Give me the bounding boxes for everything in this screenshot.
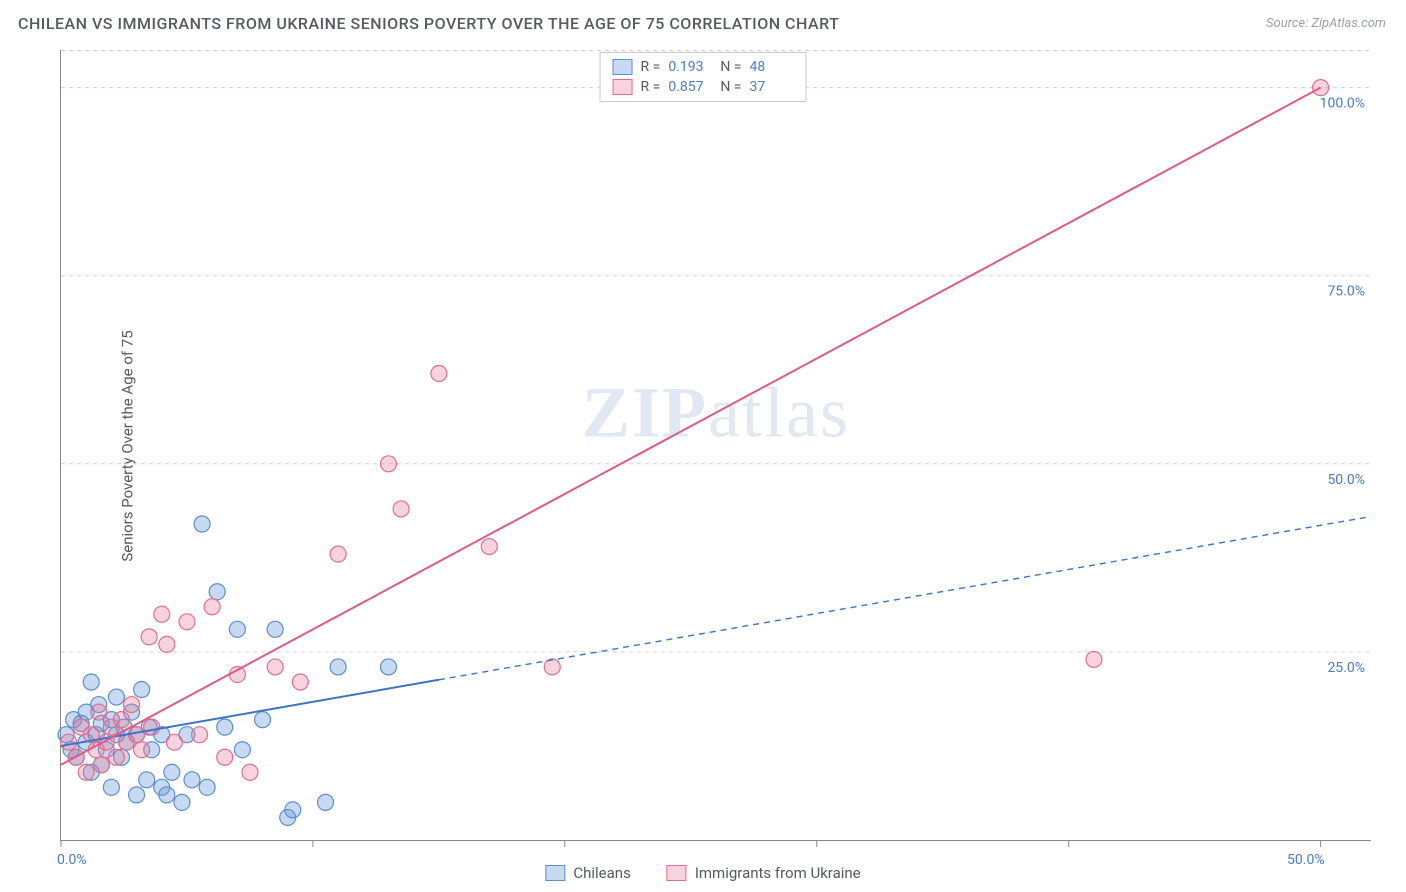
legend-label-ukraine: Immigrants from Ukraine — [695, 864, 861, 882]
svg-text:50.0%: 50.0% — [1327, 472, 1365, 488]
n-ukraine: 37 — [749, 79, 793, 95]
plot-svg: 25.0%50.0%75.0%100.0%0.0%50.0% — [61, 50, 1371, 840]
swatch-chileans — [613, 59, 633, 75]
legend-item-chileans: Chileans — [545, 864, 630, 882]
legend-label-chileans: Chileans — [573, 864, 630, 882]
stats-row-chileans: R = 0.193 N = 48 — [601, 57, 806, 77]
svg-text:100.0%: 100.0% — [1320, 96, 1365, 112]
svg-text:50.0%: 50.0% — [1287, 852, 1325, 868]
svg-text:0.0%: 0.0% — [57, 852, 87, 868]
n-chileans: 48 — [749, 59, 793, 75]
stats-row-ukraine: R = 0.857 N = 37 — [601, 77, 806, 97]
swatch-ukraine — [613, 79, 633, 95]
svg-text:75.0%: 75.0% — [1327, 284, 1365, 300]
legend-item-ukraine: Immigrants from Ukraine — [667, 864, 861, 882]
correlation-chart: CHILEAN VS IMMIGRANTS FROM UKRAINE SENIO… — [0, 0, 1406, 892]
r-chileans: 0.193 — [668, 59, 712, 75]
plot-area: 25.0%50.0%75.0%100.0%0.0%50.0% ZIPatlas — [60, 50, 1371, 841]
stats-legend: R = 0.193 N = 48 R = 0.857 N = 37 — [600, 52, 807, 102]
svg-text:25.0%: 25.0% — [1327, 660, 1365, 676]
swatch-chileans-b — [545, 865, 565, 881]
chart-title: CHILEAN VS IMMIGRANTS FROM UKRAINE SENIO… — [18, 14, 839, 33]
swatch-ukraine-b — [667, 865, 687, 881]
r-ukraine: 0.857 — [668, 79, 712, 95]
series-legend: Chileans Immigrants from Ukraine — [545, 864, 860, 882]
chart-source: Source: ZipAtlas.com — [1266, 16, 1386, 31]
